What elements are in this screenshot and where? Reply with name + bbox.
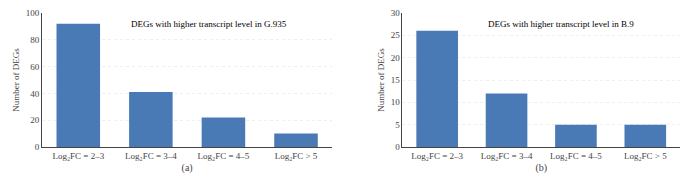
svg-text:Log₂FC = 3–4: Log₂FC = 3–4 bbox=[481, 151, 533, 161]
svg-text:30: 30 bbox=[391, 8, 401, 18]
svg-text:100: 100 bbox=[26, 8, 40, 18]
svg-text:Log₂FC = 2–3: Log₂FC = 2–3 bbox=[52, 151, 104, 161]
svg-text:40: 40 bbox=[30, 89, 40, 99]
svg-text:10: 10 bbox=[391, 97, 401, 107]
svg-text:0: 0 bbox=[395, 142, 400, 152]
svg-text:Log₂FC = 4–5: Log₂FC = 4–5 bbox=[550, 151, 602, 161]
svg-text:60: 60 bbox=[30, 62, 40, 72]
svg-text:80: 80 bbox=[30, 35, 40, 45]
svg-text:Log₂FC = 4–5: Log₂FC = 4–5 bbox=[198, 151, 250, 161]
svg-text:(a): (a) bbox=[182, 162, 193, 174]
svg-text:20: 20 bbox=[30, 115, 40, 125]
svg-text:25: 25 bbox=[391, 30, 401, 40]
svg-text:DEGs with higher transcript le: DEGs with higher transcript level in B.9 bbox=[488, 19, 634, 29]
svg-text:Log₂FC > 5: Log₂FC > 5 bbox=[275, 151, 318, 161]
svg-text:Number of DEGs: Number of DEGs bbox=[376, 48, 386, 112]
svg-text:Log₂FC > 5: Log₂FC > 5 bbox=[624, 151, 667, 161]
svg-text:Number of DEGs: Number of DEGs bbox=[11, 48, 21, 112]
svg-text:Log₂FC = 2–3: Log₂FC = 2–3 bbox=[411, 151, 463, 161]
svg-text:15: 15 bbox=[391, 75, 401, 85]
svg-text:(b): (b) bbox=[535, 162, 547, 174]
svg-text:DEGs with higher transcript le: DEGs with higher transcript level in G.9… bbox=[131, 19, 287, 29]
svg-text:Log₂FC = 3–4: Log₂FC = 3–4 bbox=[125, 151, 177, 161]
svg-text:20: 20 bbox=[391, 53, 401, 63]
svg-text:0: 0 bbox=[35, 142, 40, 152]
svg-text:5: 5 bbox=[395, 120, 400, 130]
